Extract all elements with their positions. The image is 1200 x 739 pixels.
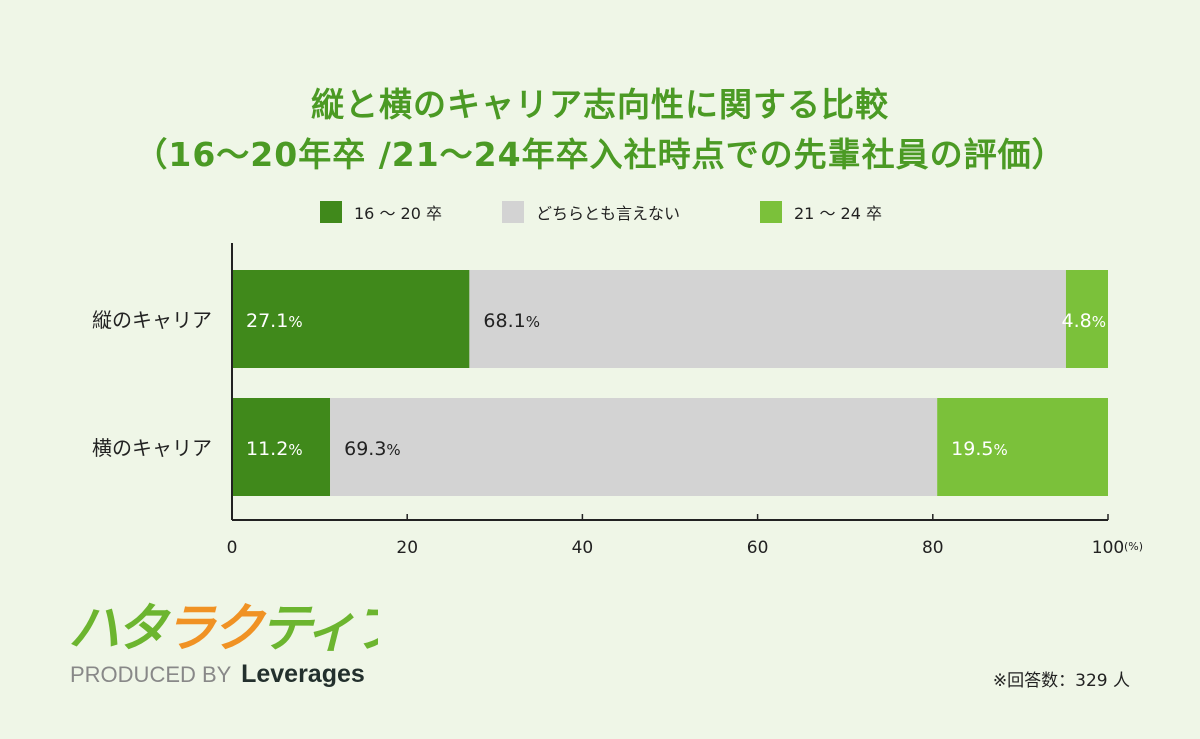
legend-label: 21 ～ 24 卒 bbox=[794, 204, 882, 223]
x-tick-label: 40 bbox=[572, 538, 594, 558]
bar-segment bbox=[1065, 270, 1108, 368]
x-tick-label: 0 bbox=[227, 538, 238, 558]
x-tick-label: 60 bbox=[747, 538, 769, 558]
response-count: ※回答数：329 人 bbox=[992, 671, 1130, 691]
legend-swatch bbox=[760, 201, 782, 223]
category-label: 縦のキャリア bbox=[92, 308, 212, 332]
hataractive-logo: ハタラクティブ bbox=[68, 596, 418, 659]
x-axis-unit: (%) bbox=[1124, 540, 1143, 553]
category-label: 横のキャリア bbox=[92, 436, 212, 460]
legend-label: どちらとも言えない bbox=[536, 204, 681, 223]
bar-segment bbox=[330, 398, 938, 496]
x-tick-label: 20 bbox=[396, 538, 418, 558]
data-label: 19.5% bbox=[951, 438, 1008, 460]
legend-item-2124: 21 ～ 24 卒 bbox=[760, 200, 882, 224]
legend-label: 16 ～ 20 卒 bbox=[354, 204, 442, 223]
data-label: 68.1% bbox=[483, 310, 540, 332]
produced-by: PRODUCED BY Leverages bbox=[70, 660, 365, 689]
bar-segment bbox=[232, 270, 470, 368]
legend-swatch bbox=[320, 201, 342, 223]
brand-name: Leverages bbox=[241, 660, 365, 688]
x-tick-label: 80 bbox=[922, 538, 944, 558]
data-label: 11.2% bbox=[246, 438, 303, 460]
legend-swatch bbox=[502, 201, 524, 223]
svg-text:ハタラクティブ: ハタラクティブ bbox=[68, 599, 378, 652]
bar-segment bbox=[937, 398, 1108, 496]
data-label: 69.3% bbox=[344, 438, 401, 460]
produced-by-text: PRODUCED BY bbox=[70, 662, 231, 687]
data-label: 27.1% bbox=[246, 310, 303, 332]
x-tick-label: 100 bbox=[1092, 538, 1124, 558]
bar-segment bbox=[232, 398, 331, 496]
legend-item-neutral: どちらとも言えない bbox=[502, 200, 680, 224]
data-label: 4.8% bbox=[1062, 310, 1106, 332]
chart-subtitle: （16～20年卒 /21～24年卒入社時点での先輩社員の評価） bbox=[134, 135, 1066, 174]
chart-title: 縦と横のキャリア志向性に関する比較 bbox=[311, 85, 889, 124]
legend-item-1620: 16 ～ 20 卒 bbox=[320, 200, 442, 224]
bar-segment bbox=[469, 270, 1066, 368]
